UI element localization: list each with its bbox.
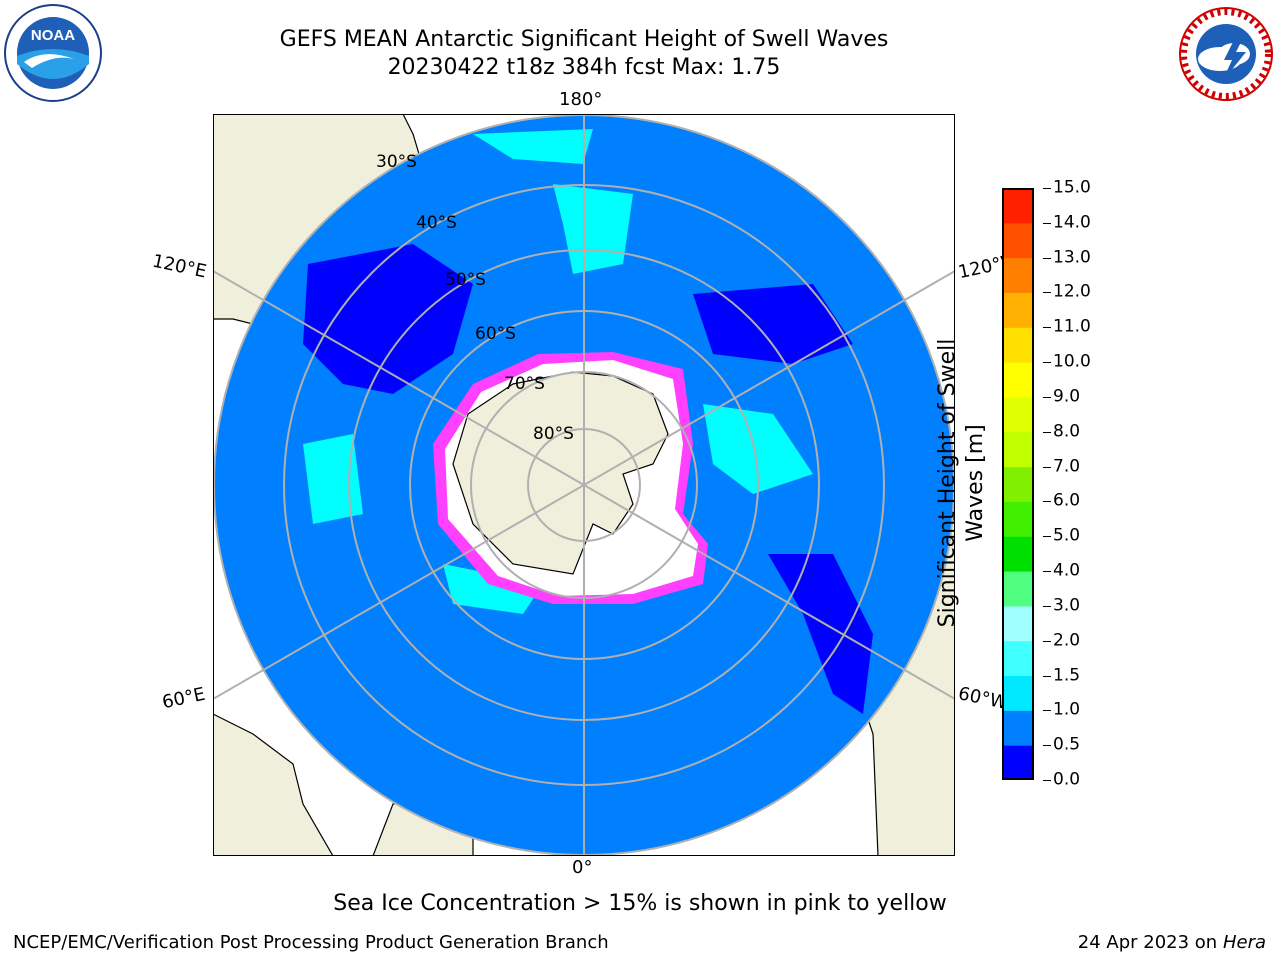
colorbar-tick-mark: [1043, 257, 1051, 259]
nws-logo: [1176, 4, 1276, 104]
noaa-logo: NOAA: [4, 4, 102, 102]
colorbar-tick-mark: [1043, 188, 1051, 189]
colorbar-swatch: [1002, 431, 1034, 468]
colorbar-tick-mark: [1043, 396, 1051, 398]
colorbar-tick-mark: [1043, 745, 1051, 747]
mid-swell-region-3: [303, 434, 363, 524]
colorbar-tick-label: 1.5: [1053, 665, 1081, 686]
low-swell-region-1: [303, 244, 473, 394]
colorbar-tick-mark: [1043, 536, 1051, 538]
colorbar-tick-label: 10.0: [1053, 351, 1091, 372]
sea-ice-note: Sea Ice Concentration > 15% is shown in …: [333, 891, 947, 916]
lat-label-50s: 50°S: [445, 270, 486, 290]
colorbar-swatch: [1002, 396, 1034, 433]
colorbar: [1002, 188, 1034, 781]
colorbar-swatch: [1002, 640, 1034, 677]
colorbar-swatch: [1002, 327, 1034, 363]
colorbar-tick-label: 13.0: [1053, 247, 1091, 268]
colorbar-tick-label: 8.0: [1053, 421, 1081, 442]
lon-label-120e: 120°E: [150, 250, 209, 283]
colorbar-tick-label: 12.0: [1053, 281, 1091, 302]
chart-title: GEFS MEAN Antarctic Significant Height o…: [279, 27, 889, 52]
footer-host: Hera: [1222, 932, 1266, 953]
colorbar-tick-label: 3.0: [1053, 595, 1081, 616]
colorbar-tick-mark: [1043, 466, 1051, 468]
colorbar-tick-label: 6.0: [1053, 490, 1081, 511]
colorbar-swatch: [1002, 188, 1034, 224]
colorbar-tick-label: 9.0: [1053, 386, 1081, 407]
colorbar-tick-label: 2.0: [1053, 630, 1081, 651]
colorbar-tick-label: 4.0: [1053, 560, 1081, 581]
colorbar-tick-label: 11.0: [1053, 316, 1091, 337]
colorbar-tick-mark: [1043, 780, 1051, 781]
footer-date-text: 24 Apr 2023 on: [1077, 932, 1223, 953]
mid-swell-region-1: [473, 129, 593, 164]
lat-label-80s: 80°S: [533, 424, 574, 444]
noaa-logo-text: NOAA: [31, 27, 75, 44]
colorbar-tick-mark: [1043, 605, 1051, 607]
colorbar-title: Significant Height of Swell Waves [m]: [935, 338, 988, 628]
lat-label-30s: 30°S: [376, 152, 417, 172]
colorbar-tick-label: 7.0: [1053, 456, 1081, 477]
colorbar-tick-label: 1.0: [1053, 699, 1081, 720]
colorbar-swatch: [1002, 745, 1034, 781]
colorbar-swatch: [1002, 501, 1034, 537]
lat-label-40s: 40°S: [416, 213, 457, 233]
lat-label-60s: 60°S: [475, 324, 516, 344]
colorbar-tick-mark: [1043, 571, 1051, 573]
colorbar-swatch: [1002, 605, 1034, 642]
mid-swell-region-4: [703, 404, 813, 494]
colorbar-swatch: [1002, 222, 1034, 259]
lon-label-180: 180°: [559, 89, 603, 110]
footer-credit: NCEP/EMC/Verification Post Processing Pr…: [13, 932, 609, 953]
colorbar-tick-mark: [1043, 710, 1051, 712]
colorbar-tick-label: 0.5: [1053, 734, 1081, 755]
mid-swell-region-5: [443, 564, 543, 614]
colorbar-tick-label: 0.0: [1053, 769, 1081, 790]
polar-map-canvas: [212, 113, 956, 857]
colorbar-tick-mark: [1043, 327, 1051, 329]
colorbar-scale: [1002, 188, 1034, 781]
colorbar-tick-mark: [1043, 362, 1051, 364]
polar-map: [212, 113, 956, 857]
colorbar-tick-mark: [1043, 640, 1051, 642]
colorbar-swatch: [1002, 536, 1034, 572]
colorbar-swatch: [1002, 466, 1034, 502]
low-swell-region-3: [768, 554, 873, 714]
colorbar-tick-mark: [1043, 431, 1051, 433]
colorbar-swatch: [1002, 257, 1034, 293]
colorbar-swatch: [1002, 710, 1034, 746]
colorbar-tick-mark: [1043, 292, 1051, 294]
lon-label-60e: 60°E: [160, 683, 207, 714]
colorbar-swatch: [1002, 292, 1034, 328]
colorbar-swatch: [1002, 675, 1034, 711]
colorbar-tick-mark: [1043, 222, 1051, 224]
colorbar-border: [1002, 188, 1034, 780]
footer-date: 24 Apr 2023 on Hera: [1078, 932, 1266, 953]
colorbar-swatch: [1002, 571, 1034, 607]
lon-label-0: 0°: [572, 857, 593, 878]
colorbar-swatch: [1002, 362, 1034, 398]
colorbar-tick-label: 15.0: [1053, 177, 1091, 198]
chart-subtitle: 20230422 t18z 384h fcst Max: 1.75: [387, 55, 781, 80]
colorbar-tick-mark: [1043, 675, 1051, 677]
lat-label-70s: 70°S: [504, 374, 545, 394]
colorbar-tick-mark: [1043, 501, 1051, 503]
colorbar-tick-label: 14.0: [1053, 212, 1091, 233]
colorbar-tick-label: 5.0: [1053, 525, 1081, 546]
